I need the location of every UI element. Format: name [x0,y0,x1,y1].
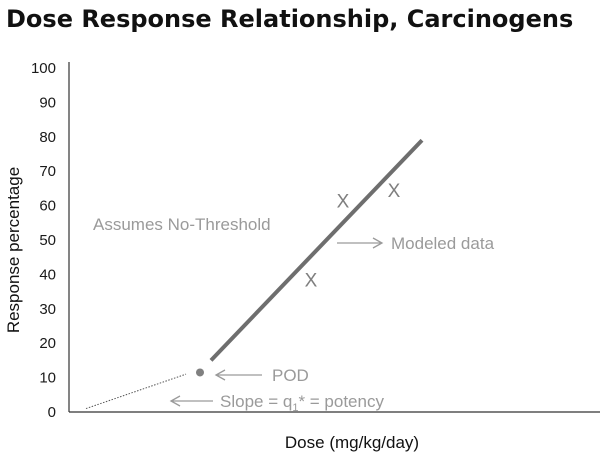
y-tick-label: 10 [39,370,56,387]
y-tick-label: 70 [39,163,56,180]
modeled-data-line [209,138,424,362]
y-tick-label: 60 [39,198,56,215]
y-tick-label: 50 [39,232,56,249]
y-tick-label: 20 [39,335,56,352]
observation-markers: X X X [305,181,401,291]
y-tick-label: 30 [39,301,56,318]
y-tick-label: 40 [39,266,56,283]
pod-point [196,368,204,377]
y-axis-label: Response percentage [4,167,23,333]
observation-x-marker: X [337,191,350,212]
extrapolation-line [85,373,187,410]
chart-title: Dose Response Relationship, Carcinogens [6,5,573,33]
annotation-pod: POD [272,366,309,385]
y-axis-ticks: 0 10 20 30 40 50 60 70 80 90 100 [31,60,56,421]
x-axis-label: Dose (mg/kg/day) [285,433,419,452]
observation-x-marker: X [305,271,318,292]
y-tick-label: 0 [48,404,56,421]
annotation-assumes-no-threshold: Assumes No-Threshold [93,215,271,234]
annotation-slope: Slope = q1* = potency [220,392,384,414]
y-tick-label: 80 [39,129,56,146]
observation-x-marker: X [388,181,401,202]
annotation-modeled-data: Modeled data [391,234,495,253]
y-tick-label: 90 [39,94,56,111]
y-tick-label: 100 [31,60,56,77]
